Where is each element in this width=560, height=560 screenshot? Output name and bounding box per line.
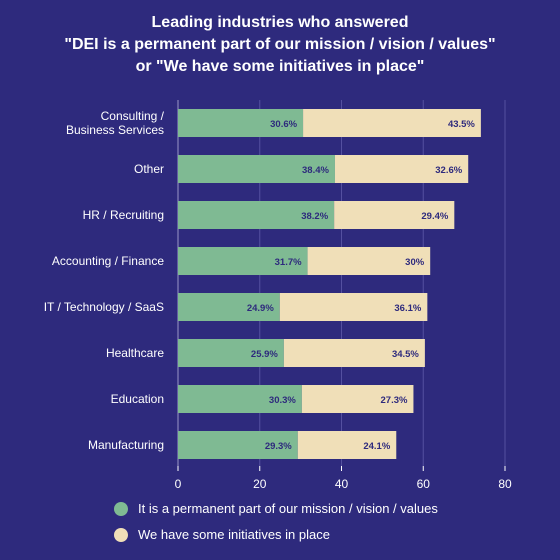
category-label-row-4: Accounting / Finance: [52, 254, 164, 268]
legend-swatch-series-1: [114, 501, 128, 516]
data-label-series-1-row-4: 31.7%: [275, 257, 302, 268]
data-label-series-2-row-8: 24.1%: [363, 441, 390, 452]
data-label-series-1-row-8: 29.3%: [265, 441, 292, 452]
data-label-series-2-row-5: 36.1%: [394, 303, 421, 314]
bar-series-1-row-7: [178, 385, 302, 413]
bar-series-2-row-7: [301, 385, 414, 413]
tick-label-x-60: 60: [417, 477, 431, 491]
legend-label-series-2: We have some initiatives in place: [138, 527, 330, 542]
category-label-row-2: Other: [134, 162, 164, 176]
data-label-series-1-row-5: 24.9%: [247, 303, 274, 314]
data-label-series-1-row-1: 30.6%: [270, 119, 297, 130]
legend-item-series-2: We have some initiatives in place: [114, 527, 330, 542]
bar-series-1-row-8: [178, 431, 298, 459]
tick-label-x-80: 80: [498, 477, 512, 491]
data-label-series-2-row-1: 43.5%: [448, 119, 475, 130]
data-label-series-1-row-3: 38.2%: [301, 211, 328, 222]
data-label-series-2-row-3: 29.4%: [421, 211, 448, 222]
category-label-row-5: IT / Technology / SaaS: [44, 300, 164, 314]
data-label-series-2-row-6: 34.5%: [392, 349, 419, 360]
legend-swatch-series-2: [114, 527, 128, 542]
legend-item-series-1: It is a permanent part of our mission / …: [114, 501, 438, 516]
tick-label-x-40: 40: [335, 477, 349, 491]
data-label-series-2-row-7: 27.3%: [381, 395, 408, 406]
bar-series-1-row-6: [178, 339, 284, 367]
bar-series-2-row-4: [307, 247, 431, 275]
data-label-series-1-row-7: 30.3%: [269, 395, 296, 406]
data-label-series-1-row-2: 38.4%: [302, 165, 329, 176]
category-label-row-6: Healthcare: [106, 346, 164, 360]
bar-series-2-row-6: [283, 339, 425, 367]
chart-title-line-2: "DEI is a permanent part of our mission …: [64, 36, 496, 53]
category-label-row-3: HR / Recruiting: [83, 208, 164, 222]
chart-title-line-3: or "We have some initiatives in place": [135, 58, 425, 75]
bar-series-2-row-2: [334, 155, 469, 183]
category-label-row-1-line-1: Consulting /: [101, 109, 165, 123]
bar-series-2-row-1: [303, 109, 481, 137]
bar-series-1-row-2: [178, 155, 335, 183]
bar-series-1-row-5: [178, 293, 280, 321]
category-label-row-1-line-2: Business Services: [66, 123, 164, 137]
category-label-row-7: Education: [111, 392, 164, 406]
bar-series-1-row-4: [178, 247, 308, 275]
tick-label-x-0: 0: [175, 477, 182, 491]
bar-series-2-row-8: [297, 431, 397, 459]
bar-series-2-row-5: [279, 293, 428, 321]
bar-series-1-row-1: [178, 109, 304, 137]
data-label-series-2-row-4: 30%: [405, 257, 425, 268]
data-label-series-1-row-6: 25.9%: [251, 349, 278, 360]
bar-series-2-row-3: [334, 201, 455, 229]
data-label-series-2-row-2: 32.6%: [435, 165, 462, 176]
bar-series-1-row-3: [178, 201, 335, 229]
legend-label-series-1: It is a permanent part of our mission / …: [138, 501, 438, 516]
chart-title-line-1: Leading industries who answered: [151, 14, 409, 31]
category-label-row-8: Manufacturing: [88, 438, 164, 452]
tick-label-x-20: 20: [253, 477, 267, 491]
